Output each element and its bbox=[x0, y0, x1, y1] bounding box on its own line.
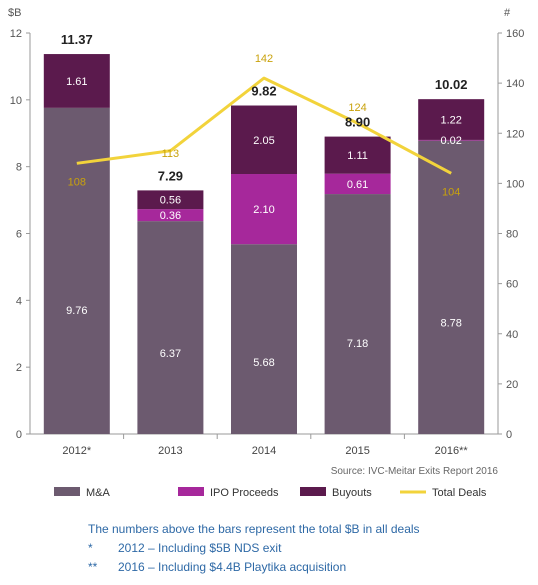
chart-labels: 9.76 1.61 11.37 6.37 0.36 0.56 7.29 5.68 2.10 2.0… bbox=[61, 32, 499, 477]
segment-value-label: 2.05 bbox=[253, 135, 274, 147]
bar-segment bbox=[43, 107, 110, 434]
bar-total-label: 9.82 bbox=[251, 84, 276, 99]
left-tick-label: 2 bbox=[16, 362, 22, 374]
bar-segment bbox=[324, 136, 391, 174]
segment-value-label: 7.18 bbox=[347, 338, 368, 350]
bar-segment bbox=[137, 209, 204, 222]
bar-segment bbox=[231, 105, 297, 175]
bar-segment bbox=[231, 174, 297, 245]
legend-swatch bbox=[300, 487, 326, 496]
chart-bars bbox=[43, 54, 485, 434]
left-axis-unit: $B bbox=[8, 7, 21, 19]
left-tick-label: 10 bbox=[10, 95, 22, 107]
total-deals-label: 104 bbox=[442, 186, 460, 198]
bar-segment bbox=[418, 140, 485, 434]
right-tick-label: 120 bbox=[506, 128, 524, 140]
total-deals-label: 113 bbox=[162, 148, 180, 160]
total-deals-line bbox=[76, 76, 452, 175]
bar-segment bbox=[137, 221, 204, 434]
right-tick-label: 40 bbox=[506, 329, 518, 341]
note-2012-text: 2012 – Including $5B NDS exit bbox=[118, 541, 282, 555]
right-tick-label: 100 bbox=[506, 178, 524, 190]
bar-segment bbox=[418, 99, 485, 140]
bar-segment bbox=[43, 54, 110, 108]
segment-value-label: 8.78 bbox=[440, 318, 461, 330]
segment-value-label: 0.36 bbox=[160, 210, 181, 222]
legend-label: M&A bbox=[86, 487, 111, 499]
segment-value-label: 6.37 bbox=[160, 348, 181, 360]
total-deals-label: 124 bbox=[348, 102, 366, 114]
bar-segment bbox=[324, 173, 391, 195]
bar-total-label: 10.02 bbox=[435, 77, 468, 92]
legend-swatch bbox=[178, 487, 204, 496]
legend-label: Total Deals bbox=[432, 487, 487, 499]
segment-value-label: 0.56 bbox=[160, 195, 181, 207]
right-tick-label: 80 bbox=[506, 229, 518, 241]
bar-segment bbox=[137, 190, 204, 210]
total-deals-label: 142 bbox=[255, 53, 273, 65]
left-tick-label: 0 bbox=[16, 429, 22, 441]
right-tick-label: 0 bbox=[506, 429, 512, 441]
segment-value-label: 0.02 bbox=[440, 135, 461, 147]
legend-label: IPO Proceeds bbox=[210, 487, 279, 499]
segment-value-label: 2.10 bbox=[253, 204, 274, 216]
category-label: 2014 bbox=[252, 445, 276, 457]
right-tick-label: 60 bbox=[506, 279, 518, 291]
category-label: 2016** bbox=[435, 445, 469, 457]
bar-segment bbox=[231, 244, 297, 434]
chart-legend: M&A IPO Proceeds Buyouts Total Deals bbox=[54, 487, 487, 499]
bar-total-label: 7.29 bbox=[158, 168, 183, 183]
note-2016: ** 2016 – Including $4.4B Playtika acquis… bbox=[88, 558, 420, 577]
category-label: 2015 bbox=[345, 445, 369, 457]
legend-label: Buyouts bbox=[332, 487, 372, 499]
bar-segment bbox=[324, 194, 391, 434]
right-tick-label: 140 bbox=[506, 78, 524, 90]
chart-notes: The numbers above the bars represent the… bbox=[88, 520, 420, 577]
bar-segment bbox=[418, 139, 485, 141]
segment-value-label: 1.22 bbox=[440, 115, 461, 127]
segment-value-label: 1.11 bbox=[347, 150, 368, 162]
right-tick-label: 160 bbox=[506, 28, 524, 40]
bar-total-label: 11.37 bbox=[61, 32, 93, 47]
left-tick-label: 12 bbox=[10, 28, 22, 40]
right-tick-label: 20 bbox=[506, 379, 518, 391]
note-2012-mark: * bbox=[88, 541, 93, 555]
right-axis-unit: # bbox=[504, 7, 511, 19]
left-tick-label: 8 bbox=[16, 162, 22, 174]
total-deals-label: 108 bbox=[68, 176, 86, 188]
left-tick-label: 4 bbox=[16, 295, 22, 307]
segment-value-label: 0.61 bbox=[347, 179, 368, 191]
segment-value-label: 1.61 bbox=[66, 76, 87, 88]
category-label: 2013 bbox=[158, 445, 182, 457]
note-2012: * 2012 – Including $5B NDS exit bbox=[88, 539, 420, 558]
total-deals-polyline bbox=[76, 76, 452, 175]
category-label: 2012* bbox=[62, 445, 91, 457]
note-totals: The numbers above the bars represent the… bbox=[88, 522, 420, 536]
segment-value-label: 9.76 bbox=[66, 305, 87, 317]
segment-value-label: 5.68 bbox=[253, 357, 274, 369]
bar-total-label: 8.90 bbox=[345, 115, 370, 130]
legend-swatch bbox=[54, 487, 80, 496]
note-2016-mark: ** bbox=[88, 560, 98, 574]
note-2016-text: 2016 – Including $4.4B Playtika acquisit… bbox=[118, 560, 347, 574]
left-tick-label: 6 bbox=[16, 229, 22, 241]
source-note: Source: IVC-Meitar Exits Report 2016 bbox=[331, 466, 499, 477]
